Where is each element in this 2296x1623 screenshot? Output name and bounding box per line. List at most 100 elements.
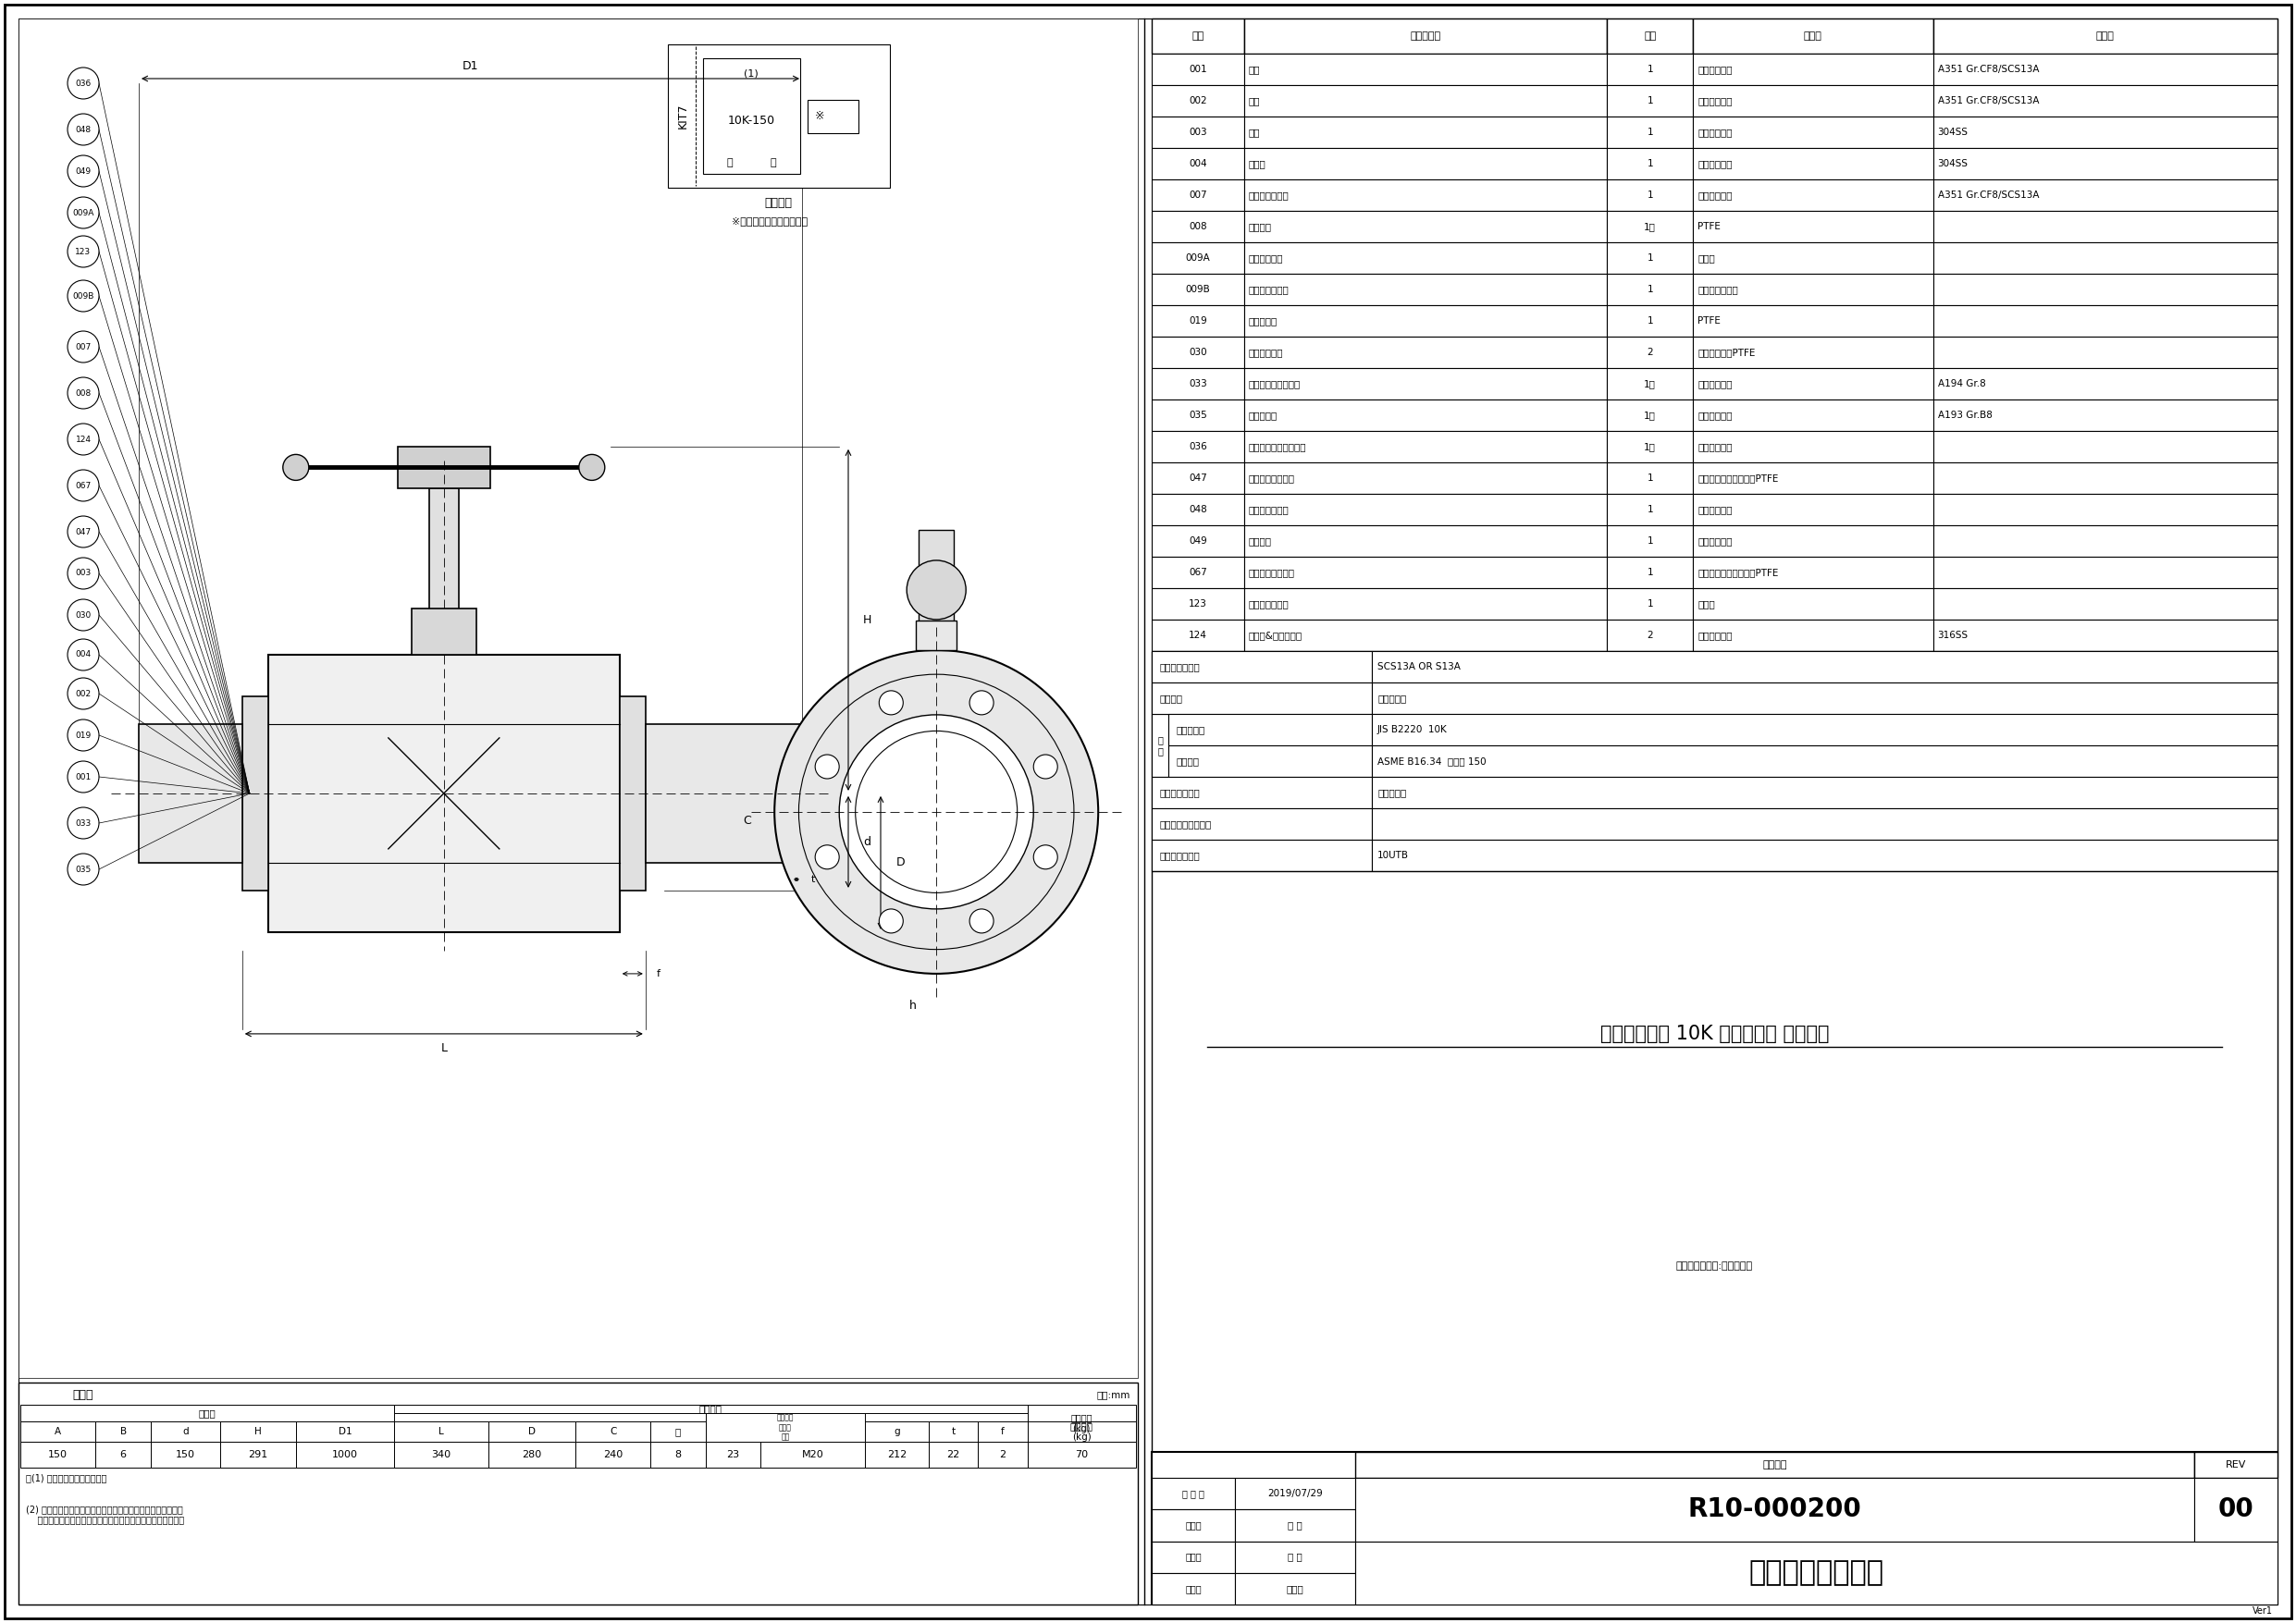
- Bar: [397, 446, 489, 489]
- Text: 製　品　コ　ー　ド: 製 品 コ ー ド: [1159, 820, 1210, 829]
- Bar: [1244, 399, 1607, 432]
- Text: 003: 003: [76, 570, 92, 578]
- Circle shape: [67, 68, 99, 99]
- Text: d: d: [181, 1427, 188, 1436]
- Text: 340: 340: [432, 1449, 450, 1459]
- Bar: [1235, 1573, 1355, 1605]
- Text: 数: 数: [675, 1427, 682, 1436]
- Text: ※: ※: [815, 110, 824, 122]
- Bar: [1153, 1479, 1235, 1509]
- Bar: [1244, 242, 1607, 274]
- Circle shape: [67, 854, 99, 885]
- Text: 1: 1: [1646, 96, 1653, 105]
- Bar: [152, 1441, 220, 1467]
- Bar: [1153, 274, 1244, 305]
- Bar: [1244, 18, 1607, 54]
- Bar: [1607, 526, 1692, 557]
- Text: ステンレス鋼: ステンレス鋼: [1697, 631, 1733, 639]
- Text: 1組: 1組: [1644, 380, 1655, 388]
- Text: A194 Gr.8: A194 Gr.8: [1938, 380, 1986, 388]
- Circle shape: [969, 909, 994, 933]
- Text: 2: 2: [999, 1449, 1006, 1459]
- Text: A351 Gr.CF8/SCS13A: A351 Gr.CF8/SCS13A: [1938, 65, 2039, 75]
- Bar: [1692, 432, 1933, 463]
- Text: 呼び径: 呼び径: [197, 1409, 216, 1419]
- Text: (1): (1): [744, 68, 758, 78]
- Text: f: f: [1001, 1427, 1003, 1436]
- Bar: [918, 529, 953, 651]
- Bar: [96, 1422, 152, 1441]
- Text: L: L: [439, 1427, 443, 1436]
- Bar: [1153, 1573, 1235, 1605]
- Bar: [1153, 242, 1244, 274]
- Text: 弁棒: 弁棒: [1249, 128, 1261, 136]
- Text: t: t: [951, 1427, 955, 1436]
- Text: フランジ: フランジ: [700, 1404, 723, 1414]
- Bar: [1607, 493, 1692, 526]
- Text: 030: 030: [76, 610, 92, 618]
- Text: ステンレス鋼: ステンレス鋼: [1697, 441, 1733, 451]
- Bar: [576, 1441, 650, 1467]
- Text: 注(1) 呼び径を表しています。: 注(1) 呼び径を表しています。: [25, 1474, 106, 1482]
- Text: ハンドルバー: ハンドルバー: [1249, 253, 1283, 263]
- Bar: [138, 724, 241, 863]
- Bar: [1153, 305, 1244, 336]
- Text: 部　品　名: 部 品 名: [1410, 31, 1442, 41]
- Text: 1: 1: [1646, 568, 1653, 578]
- Bar: [1244, 148, 1607, 180]
- Bar: [1373, 683, 2278, 714]
- Bar: [2195, 1453, 2278, 1479]
- Circle shape: [969, 691, 994, 714]
- Circle shape: [1033, 846, 1058, 868]
- Text: ステンレス鋼: ステンレス鋼: [1697, 159, 1733, 169]
- Text: 弁箱: 弁箱: [1249, 65, 1261, 75]
- Text: 003: 003: [1189, 128, 1208, 136]
- Bar: [1692, 368, 1933, 399]
- Bar: [489, 1422, 576, 1441]
- Text: 033: 033: [76, 820, 92, 828]
- Text: 規
格: 規 格: [1157, 735, 1162, 755]
- Bar: [1933, 211, 2278, 242]
- Circle shape: [67, 469, 99, 502]
- Text: PTFE: PTFE: [1697, 316, 1720, 326]
- Bar: [1607, 54, 1692, 84]
- Circle shape: [67, 558, 99, 589]
- Text: PTFE: PTFE: [1697, 222, 1720, 230]
- Text: R10-000200: R10-000200: [1688, 1496, 1862, 1522]
- Bar: [978, 1422, 1026, 1441]
- Text: 8: 8: [675, 1449, 682, 1459]
- Bar: [1026, 1422, 1137, 1441]
- Bar: [1153, 651, 2278, 872]
- Text: 1: 1: [1646, 190, 1653, 200]
- Bar: [1153, 1542, 1235, 1573]
- Bar: [1933, 117, 2278, 148]
- Bar: [1244, 557, 1607, 588]
- Bar: [576, 1422, 650, 1441]
- Text: 00: 00: [2218, 1496, 2255, 1522]
- Text: d: d: [863, 836, 870, 847]
- Bar: [1692, 588, 1933, 620]
- Bar: [1373, 745, 2278, 777]
- Circle shape: [907, 560, 967, 620]
- Bar: [18, 1383, 1139, 1605]
- Bar: [1026, 1441, 1137, 1467]
- Circle shape: [67, 599, 99, 631]
- Text: 150: 150: [48, 1449, 69, 1459]
- Bar: [1692, 148, 1933, 180]
- Bar: [1153, 1509, 1235, 1542]
- Bar: [1607, 463, 1692, 493]
- Bar: [1933, 84, 2278, 117]
- Bar: [1244, 211, 1607, 242]
- Text: 240: 240: [604, 1449, 622, 1459]
- Text: D1: D1: [338, 1427, 351, 1436]
- Bar: [1933, 399, 2278, 432]
- Text: 70: 70: [1075, 1449, 1088, 1459]
- Text: ステンレス鋼: ステンレス鋼: [1697, 380, 1733, 388]
- Circle shape: [67, 156, 99, 187]
- Bar: [705, 1441, 760, 1467]
- Text: 036: 036: [76, 80, 92, 88]
- Text: 静電防止機構付:フルボア型: 静電防止機構付:フルボア型: [1676, 1261, 1754, 1271]
- Bar: [668, 44, 891, 188]
- Text: B: B: [119, 1427, 126, 1436]
- Text: 280: 280: [521, 1449, 542, 1459]
